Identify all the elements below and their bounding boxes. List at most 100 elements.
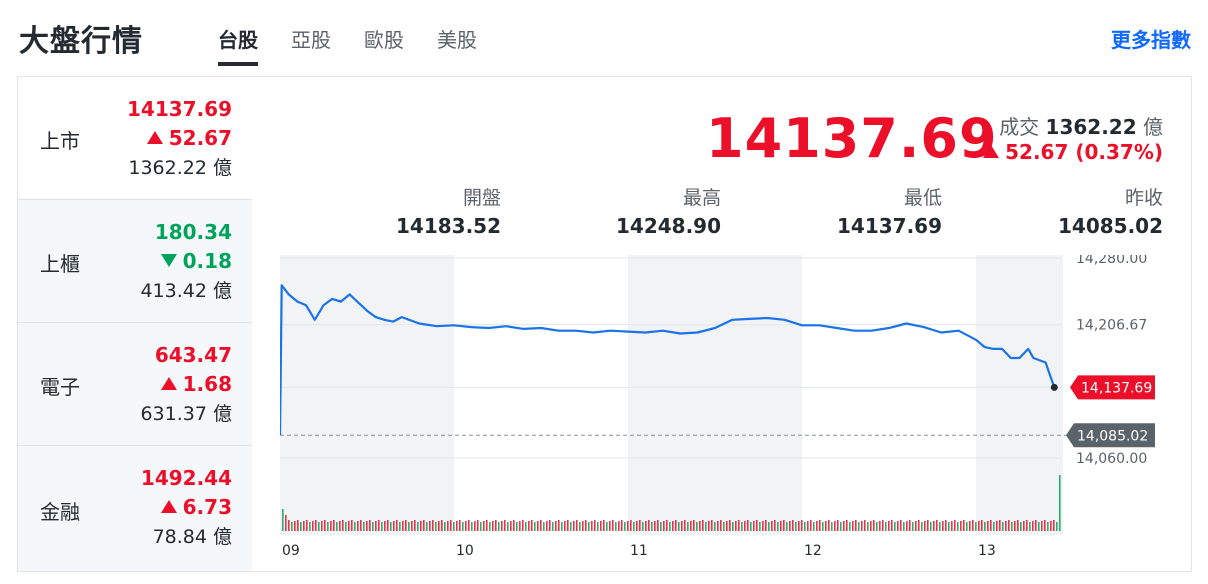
trade-volume: 成交 1362.22 億 <box>999 115 1163 139</box>
volume-bar <box>330 521 332 531</box>
volume-bar <box>606 522 608 531</box>
low-stat: 最低 14137.69 <box>836 187 942 238</box>
volume-bar <box>795 522 797 531</box>
volume-bar <box>393 521 395 531</box>
volume-bar <box>990 520 992 531</box>
volume-bar <box>1032 521 1034 531</box>
volume-bar <box>918 520 920 531</box>
tab-europe[interactable]: 歐股 <box>364 28 404 52</box>
volume-bar <box>1047 522 1049 531</box>
volume-bar <box>480 522 482 531</box>
volume-bar <box>552 522 554 531</box>
volume-bar <box>705 522 707 531</box>
volume-bar <box>945 520 947 531</box>
volume-bar <box>594 520 596 531</box>
volume-bar <box>441 520 443 531</box>
volume-bar <box>873 520 875 531</box>
volume-bar <box>1017 520 1019 531</box>
volume-bar <box>498 522 500 531</box>
triangle-up-icon <box>160 500 177 513</box>
index-item-otc[interactable]: 上櫃 180.34 0.18 413.42 億 <box>18 200 252 323</box>
volume-bar <box>600 521 602 531</box>
volume-bar <box>789 521 791 531</box>
volume-bar <box>897 521 899 531</box>
volume-bar <box>582 521 584 531</box>
volume-bar <box>345 522 347 531</box>
volume-bar <box>909 520 911 531</box>
volume-bar <box>987 521 989 531</box>
volume-bar <box>978 521 980 531</box>
volume-bar <box>654 521 656 531</box>
volume-bar <box>327 522 329 531</box>
intraday-chart[interactable]: 14,280.00 14,206.67 14,060.00 14,137.69 14,0… <box>280 255 1180 565</box>
volume-bar <box>459 520 461 531</box>
tab-taiwan[interactable]: 台股 <box>218 24 258 66</box>
tab-asia[interactable]: 亞股 <box>291 28 331 52</box>
index-volume: 78.84 億 <box>152 526 232 548</box>
volume-bar <box>348 521 350 531</box>
volume-bar <box>915 521 917 531</box>
tab-us[interactable]: 美股 <box>437 28 477 52</box>
volume-bar <box>927 520 929 531</box>
volume-bar <box>921 522 923 531</box>
y-tick-label: 14,060.00 <box>1076 451 1147 467</box>
volume-bar <box>924 521 926 531</box>
volume-bar <box>306 520 308 531</box>
index-list: 上市 14137.69 52.67 1362.22 億 上櫃 180.34 0.… <box>18 77 252 571</box>
volume-bar <box>1014 521 1016 531</box>
current-price: 14137.69 <box>706 107 998 170</box>
volume-bar <box>384 521 386 531</box>
volume-bar <box>765 520 767 531</box>
index-name: 上市 <box>40 129 80 153</box>
volume-bar <box>483 521 485 531</box>
volume-bar <box>891 520 893 531</box>
prev-close-label: 14,085.02 <box>1077 428 1148 444</box>
volume-bar <box>675 520 677 531</box>
volume-bar <box>726 521 728 531</box>
volume-bar <box>651 522 653 531</box>
y-tick-label: 14,280.00 <box>1076 255 1147 267</box>
volume-bar <box>525 522 527 531</box>
volume-bar <box>297 520 299 531</box>
volume-bar <box>447 521 449 531</box>
volume-bar <box>933 521 935 531</box>
volume-bar <box>519 521 521 531</box>
volume-bar <box>900 520 902 531</box>
index-item-electronics[interactable]: 電子 643.47 1.68 631.37 億 <box>18 323 252 446</box>
volume-bar <box>825 521 827 531</box>
volume-bar <box>720 520 722 531</box>
volume-bar <box>930 522 932 531</box>
more-indices-link[interactable]: 更多指數 <box>1111 28 1191 52</box>
volume-bar <box>429 521 431 531</box>
volume-bar <box>747 520 749 531</box>
x-tick-label: 12 <box>804 543 822 559</box>
index-price: 643.47 <box>154 343 232 367</box>
volume-bar <box>762 521 764 531</box>
volume-bar <box>573 521 575 531</box>
volume-bar <box>840 522 842 531</box>
volume-bar <box>516 522 518 531</box>
volume-bar <box>849 522 851 531</box>
index-item-finance[interactable]: 金融 1492.44 6.73 78.84 億 <box>18 446 252 571</box>
volume-bar <box>291 522 293 531</box>
volume-bar <box>885 522 887 531</box>
open-stat: 開盤 14183.52 <box>395 187 501 238</box>
volume-bar <box>960 521 962 531</box>
volume-bar <box>630 520 632 531</box>
volume-bar <box>597 522 599 531</box>
volume-bar <box>657 520 659 531</box>
volume-bar <box>342 520 344 531</box>
volume-bar <box>354 522 356 531</box>
volume-bar <box>993 522 995 531</box>
volume-bar <box>666 520 668 531</box>
volume-bar <box>1029 522 1031 531</box>
volume-bar <box>411 521 413 531</box>
volume-bar <box>669 522 671 531</box>
volume-bar <box>612 520 614 531</box>
volume-bar <box>1044 520 1046 531</box>
volume-bar <box>903 522 905 531</box>
index-item-listed[interactable]: 上市 14137.69 52.67 1362.22 億 <box>18 77 252 200</box>
chart-band <box>802 255 976 535</box>
volume-bar <box>615 522 617 531</box>
volume-bar <box>984 522 986 531</box>
